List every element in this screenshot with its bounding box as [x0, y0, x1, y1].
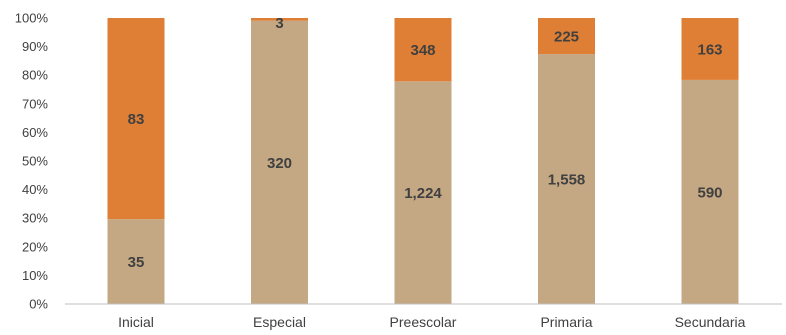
y-tick-label: 70% [22, 96, 48, 111]
x-category-label: Preescolar [390, 314, 457, 330]
bar-segment [107, 18, 165, 220]
bar-segment [251, 20, 308, 305]
y-tick-label: 10% [22, 268, 48, 283]
data-label: 163 [697, 41, 722, 58]
x-category-label: Especial [253, 314, 306, 330]
bar-segment [251, 18, 308, 21]
data-label: 35 [128, 254, 145, 271]
bar-segment [681, 18, 739, 80]
bars [107, 18, 739, 305]
bar-segment [394, 81, 452, 304]
data-label: 1,224 [404, 185, 442, 202]
x-category-label: Primaria [540, 314, 592, 330]
x-category-label: Secundaria [675, 314, 746, 330]
x-axis: Inicial Especial Preescolar Primaria Secunda… [118, 314, 746, 330]
y-tick-label: 0% [29, 297, 48, 312]
bar-segment [538, 18, 595, 55]
y-tick-label: 90% [22, 39, 48, 54]
data-label: 225 [554, 29, 579, 46]
data-label: 1,558 [548, 172, 586, 189]
bar-segment [681, 79, 739, 304]
bar-segment [394, 18, 452, 82]
bar-segment [538, 54, 595, 305]
data-label: 83 [128, 111, 145, 128]
y-tick-label: 20% [22, 239, 48, 254]
y-tick-label: 60% [22, 125, 48, 140]
y-tick-label: 30% [22, 211, 48, 226]
y-tick-label: 100% [15, 11, 49, 26]
x-category-label: Inicial [118, 314, 154, 330]
data-label: 320 [267, 155, 292, 172]
bar-segment [107, 219, 165, 304]
data-labels: 35 83 320 3 1,224 348 1,558 225 590 163 [128, 15, 723, 271]
y-tick-label: 50% [22, 154, 48, 169]
y-axis: 0% 10% 20% 30% 40% 50% 60% 70% 80% 90% 100% [15, 11, 49, 312]
y-tick-label: 40% [22, 182, 48, 197]
data-label: 590 [697, 184, 722, 201]
y-tick-label: 80% [22, 68, 48, 83]
data-label: 3 [275, 15, 283, 32]
data-label: 348 [410, 42, 435, 59]
